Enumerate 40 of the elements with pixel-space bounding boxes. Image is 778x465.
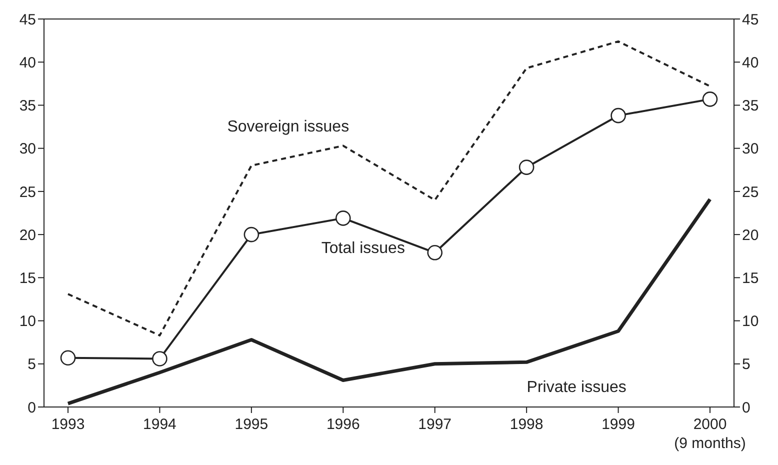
y-tick-label: 45 [19,11,36,28]
y2-tick-label: 25 [742,184,759,201]
y2-tick-label: 30 [742,140,759,158]
y-tick-label: 10 [19,313,36,330]
y2-tick-label: 20 [742,226,759,244]
x-tick-label: 1994 [143,416,176,433]
point [335,210,351,226]
y-tick-label: 20 [19,226,36,244]
y-tick-label: 30 [19,140,36,158]
y2-tick-label: 0 [742,399,750,416]
point [60,350,76,366]
y-tick-label: 35 [19,98,36,115]
series-label: Private issues [526,379,626,396]
x-tick-label: 1999 [602,416,635,433]
line-series [67,40,711,336]
series-label: Sovereign issues [227,118,350,136]
y2-tick-label: 10 [742,313,759,330]
y2-tick-label: 35 [742,98,759,115]
point [244,226,260,242]
y-tick-label: 0 [28,399,36,416]
x-tick-label: 1995 [234,416,268,433]
y2-tick-label: 40 [742,54,759,72]
point [702,92,718,107]
series-label: Total issues [321,240,405,258]
point [427,245,443,260]
y2-tick-label: 5 [742,356,750,374]
point [518,160,534,175]
y2-tick-label: 45 [742,11,759,28]
y-tick-label: 25 [19,184,36,201]
x-tick-label: 1997 [418,416,452,433]
x-tick-label: 1993 [51,416,85,433]
x-tick-label: 1998 [510,416,544,433]
y-tick-label: 5 [28,356,36,374]
y-tick-label: 15 [19,270,36,287]
x-tick-label: 2000 (9 months) [674,416,746,452]
y-tick-label: 40 [19,54,36,72]
y2-tick-label: 15 [742,270,759,287]
x-tick-label: 1996 [326,416,360,433]
point [152,351,168,366]
point [610,108,626,124]
